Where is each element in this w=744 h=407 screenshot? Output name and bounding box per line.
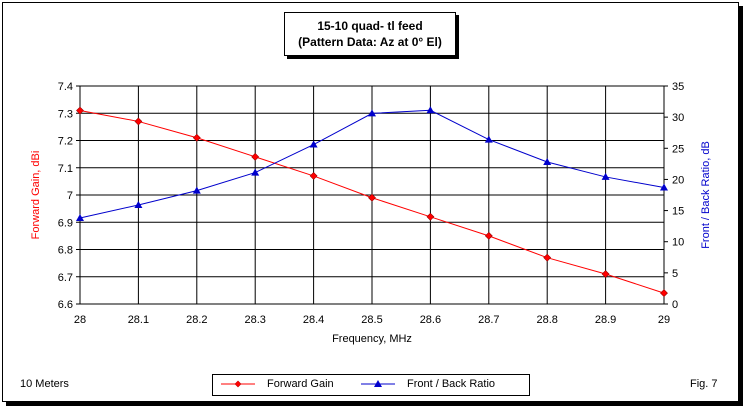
y-left-tick-label: 7.1 [58, 163, 73, 175]
legend-item-front-back-ratio: Front / Back Ratio [361, 378, 495, 390]
legend-label-front-back-ratio: Front / Back Ratio [407, 378, 496, 390]
y-axis-left-label: Forward Gain, dBi [30, 150, 42, 240]
chart-title-box: 15-10 quad- tl feed (Pattern Data: Az at… [284, 12, 456, 56]
y-left-tick-label: 6.7 [58, 272, 73, 284]
x-tick-label: 28.3 [244, 314, 265, 326]
y-left-tick-label: 7.3 [58, 108, 73, 120]
legend: Forward Gain Front / Back Ratio [212, 374, 530, 396]
legend-swatch-front-back-ratio [361, 380, 395, 388]
legend-label-forward-gain: Forward Gain [267, 378, 334, 390]
data-point-forward-gain [543, 253, 552, 262]
y-right-tick-label: 15 [672, 206, 684, 218]
x-tick-label: 28.7 [478, 314, 499, 326]
chart-title: 15-10 quad- tl feed [317, 19, 423, 33]
data-point-forward-gain [426, 212, 435, 221]
data-point-front-back-ratio [601, 172, 610, 180]
data-point-forward-gain [76, 106, 84, 115]
x-tick-label: 28.9 [595, 314, 616, 326]
y-axis-right-label: Front / Back Ratio, dB [700, 141, 712, 249]
y-right-tick-label: 30 [672, 112, 684, 124]
data-point-front-back-ratio [134, 200, 143, 208]
data-point-forward-gain [134, 117, 143, 126]
data-point-front-back-ratio [368, 109, 376, 117]
y-right-tick-label: 10 [672, 237, 684, 249]
y-left-tick-label: 6.6 [58, 299, 73, 311]
plot-area-border [79, 85, 665, 305]
y-left-tick-label: 7 [67, 190, 73, 202]
data-point-front-back-ratio [251, 168, 260, 176]
y-right-tick-label: 0 [672, 299, 678, 311]
series-layer [76, 106, 668, 298]
tick-labels: 28 28.1 28.2 28.3 28.4 28.5 28.6 28.7 28.8 28.9 29… [58, 81, 685, 326]
x-tick-label: 29 [658, 314, 670, 326]
figure-number: Fig. 7 [690, 378, 718, 390]
chart-subtitle: (Pattern Data: Az at 0° El) [298, 35, 442, 49]
x-tick-label: 28.2 [186, 314, 207, 326]
data-point-forward-gain [309, 172, 318, 180]
x-tick-label: 28.8 [536, 314, 557, 326]
legend-item-forward-gain: Forward Gain [221, 378, 334, 390]
data-point-forward-gain [484, 231, 493, 240]
y-left-tick-label: 6.8 [58, 245, 73, 257]
chart-frame [2, 2, 739, 402]
x-axis-label: Frequency, MHz [332, 333, 412, 345]
y-right-tick-label: 25 [672, 143, 684, 155]
x-tick-label: 28.1 [128, 314, 149, 326]
data-point-forward-gain [368, 193, 376, 202]
data-point-front-back-ratio [543, 157, 552, 165]
data-point-forward-gain [601, 270, 610, 278]
legend-swatch-forward-gain [221, 380, 255, 388]
y-right-tick-label: 20 [672, 174, 684, 186]
data-point-front-back-ratio [484, 135, 493, 143]
y-left-tick-label: 7.2 [58, 136, 73, 148]
y-left-tick-label: 7.4 [58, 81, 73, 93]
y-right-tick-label: 5 [672, 268, 678, 280]
data-point-forward-gain [192, 133, 201, 142]
data-point-front-back-ratio [192, 186, 201, 194]
data-point-front-back-ratio [76, 214, 84, 222]
data-point-forward-gain [660, 289, 668, 298]
x-tick-label: 28.4 [303, 314, 324, 326]
data-point-front-back-ratio [309, 140, 318, 148]
x-tick-label: 28.6 [420, 314, 441, 326]
y-left-tick-label: 6.9 [58, 217, 73, 229]
x-tick-label: 28.5 [361, 314, 382, 326]
data-point-front-back-ratio [426, 106, 435, 114]
band-note: 10 Meters [20, 378, 69, 390]
x-tick-label: 28 [74, 314, 86, 326]
data-point-front-back-ratio [660, 183, 668, 191]
y-right-tick-label: 35 [672, 81, 684, 93]
data-point-forward-gain [251, 152, 260, 161]
